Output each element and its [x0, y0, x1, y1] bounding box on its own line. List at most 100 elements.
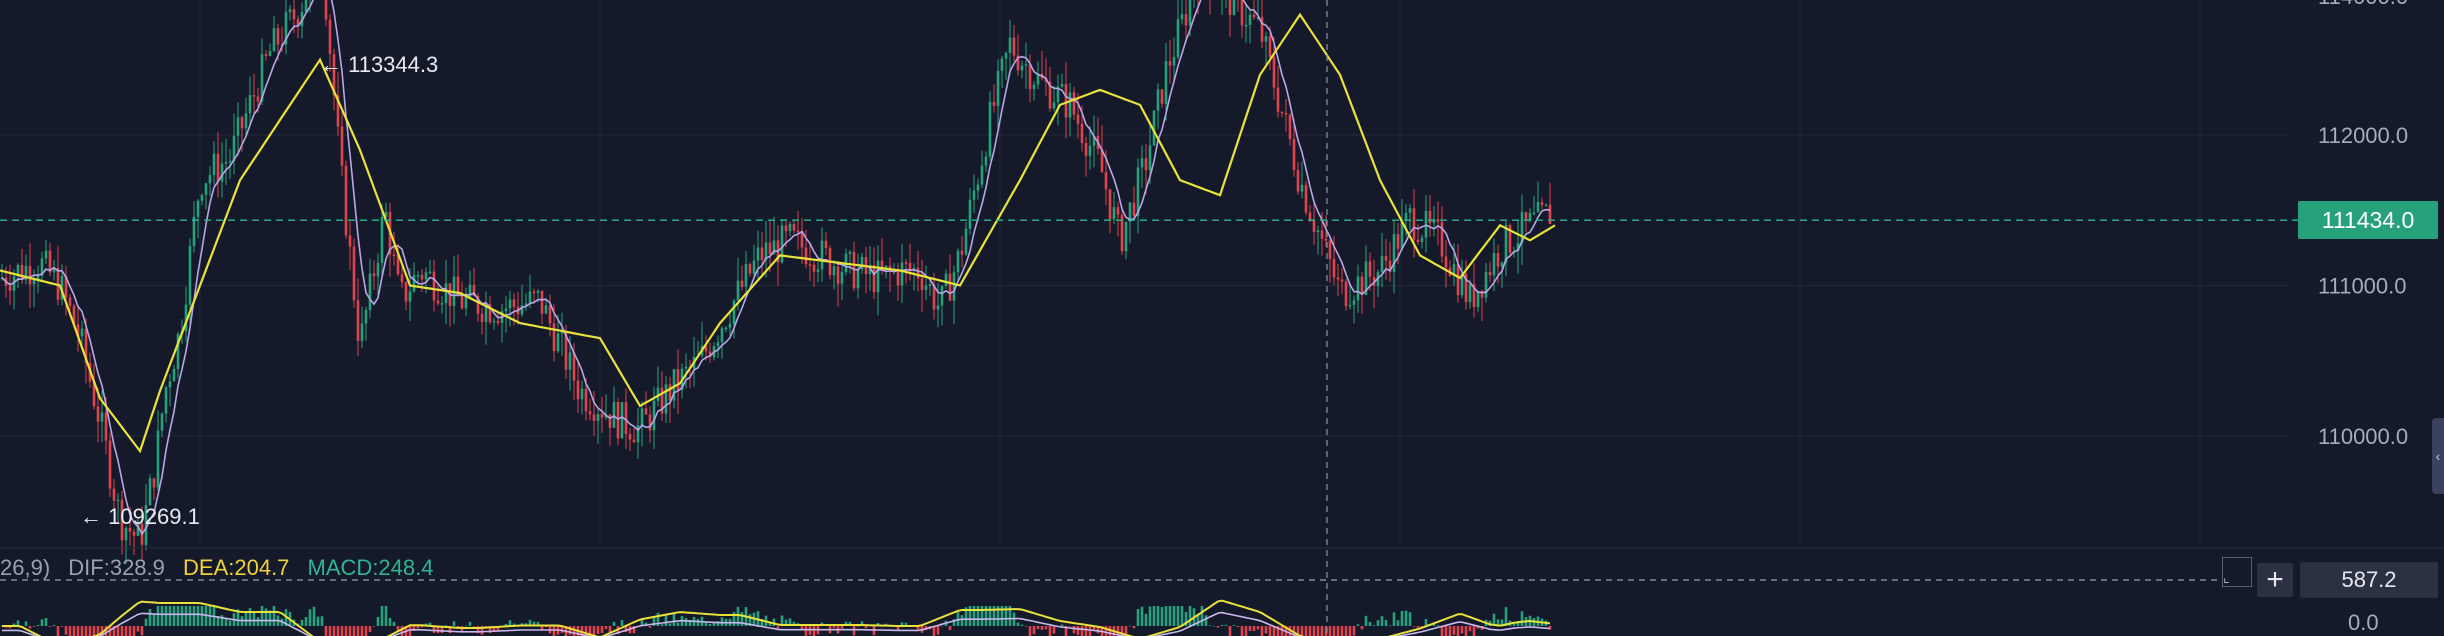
candle-body [932, 284, 936, 310]
candle-body [1064, 84, 1068, 118]
macd-bar [144, 618, 148, 626]
macd-bar [420, 626, 424, 628]
macd-bar [1504, 607, 1508, 626]
candle-body [1304, 184, 1308, 213]
macd-bar [1228, 626, 1232, 636]
macd-bar [840, 626, 844, 629]
candle-body [704, 345, 708, 352]
macd-bar [396, 626, 400, 632]
candle-body [612, 402, 616, 428]
macd-bar [60, 626, 64, 627]
macd-bar [1032, 626, 1036, 635]
macd-level-tag: 587.2 [2300, 562, 2438, 598]
candle-body [816, 269, 820, 272]
y-tick-label: 110000.0 [2318, 424, 2408, 449]
macd-bar [1044, 626, 1048, 630]
candle-body [460, 296, 464, 309]
candle-body [268, 51, 272, 56]
candle-body [472, 284, 476, 297]
macd-bar [1064, 626, 1068, 636]
macd-bar [960, 615, 964, 626]
macd-bar [1104, 626, 1108, 636]
candle-body [1524, 212, 1528, 221]
macd-bar [380, 606, 384, 626]
candle-body [1084, 143, 1088, 156]
candle-body [768, 242, 772, 255]
candle-body [164, 387, 168, 414]
candle-body [992, 101, 996, 106]
macd-bar [1408, 612, 1412, 626]
candle-body [1488, 271, 1492, 276]
candle-body [1184, 14, 1188, 26]
macd-bar [140, 626, 144, 636]
macd-bar [188, 606, 192, 626]
add-indicator-button[interactable]: + [2257, 563, 2293, 597]
macd-bar [256, 617, 260, 626]
candle-body [1308, 212, 1312, 221]
y-axis-top-partial-label: 114000.0 [2318, 0, 2408, 9]
candle-body [1460, 274, 1464, 296]
macd-bar [968, 606, 972, 626]
macd-bar [408, 626, 412, 636]
corner-resize-button[interactable]: ⌞ [2222, 557, 2252, 587]
macd-bar [1548, 626, 1552, 630]
candle-body [188, 246, 192, 305]
macd-bar [88, 626, 92, 636]
macd-bar [12, 623, 16, 626]
macd-bar [596, 626, 600, 634]
candle-body [1088, 145, 1092, 156]
candle-body [20, 265, 24, 281]
macd-bar [804, 626, 808, 636]
candle-body [736, 280, 740, 301]
candle-body [1004, 52, 1008, 59]
candle-body [1540, 202, 1544, 206]
macd-bar [220, 615, 224, 626]
macd-bar [604, 626, 608, 630]
candle-body [744, 263, 748, 287]
candle-body [148, 478, 152, 505]
macd-bar [624, 626, 628, 632]
macd-bar [308, 609, 312, 626]
candle-body [1464, 274, 1468, 302]
side-panel-handle[interactable]: ‹ [2432, 418, 2444, 494]
macd-bar [1296, 626, 1300, 636]
candle-body [856, 269, 860, 289]
candle-body [1028, 64, 1032, 90]
candle-body [216, 153, 220, 182]
candle-body [648, 414, 652, 431]
candle-body [1008, 37, 1012, 53]
macd-bar [328, 626, 332, 636]
macd-bar [632, 626, 636, 634]
macd-bar [532, 621, 536, 626]
candle-body [488, 304, 492, 323]
macd-bar [1372, 625, 1376, 626]
candle-body [408, 291, 412, 302]
macd-bar [1216, 626, 1220, 628]
candle-body [576, 380, 580, 400]
macd-bar [1492, 613, 1496, 626]
macd-bar [1036, 626, 1040, 630]
macd-bar [1264, 626, 1268, 634]
candle-body [1484, 271, 1488, 298]
candle-body [984, 156, 988, 166]
candle-body [340, 126, 344, 166]
candle-body [1504, 225, 1508, 263]
macd-dif-line [2, 599, 1551, 636]
macd-bar [672, 613, 676, 626]
candle-body [512, 299, 516, 307]
candle-body [1160, 89, 1164, 104]
candle-body [136, 523, 140, 536]
candle-body [28, 265, 32, 285]
candle-body [724, 327, 728, 330]
macd-bar [800, 626, 804, 630]
macd-bar [844, 621, 848, 626]
macd-bar [488, 626, 492, 633]
candle-body [1480, 290, 1484, 298]
macd-bar [44, 618, 48, 626]
low-annotation: ← 109269.1 [80, 504, 200, 529]
candle-body [276, 28, 280, 45]
candle-body [1424, 210, 1428, 238]
macd-bar [904, 622, 908, 626]
